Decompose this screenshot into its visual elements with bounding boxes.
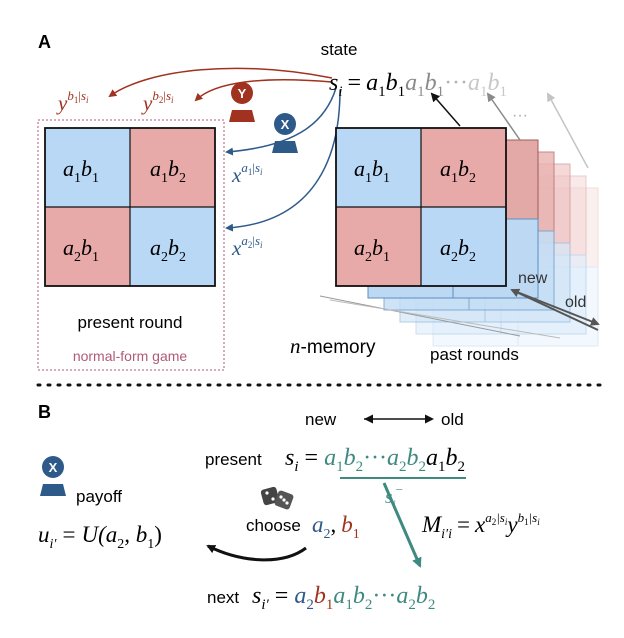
past-cell-a2b2: [421, 207, 506, 286]
present-label: present: [205, 450, 262, 469]
n-memory-caption: n-memory: [290, 334, 376, 358]
cell-label-a2b2: a2b2: [150, 235, 186, 265]
arrow-history-2: [486, 92, 521, 141]
axis-new-label: new: [518, 270, 548, 287]
past-cell-a2b1: [336, 207, 421, 286]
player-x-payoff-icon: X: [40, 456, 66, 496]
present-round-matrix: [44, 127, 216, 287]
past-rounds-stack: [319, 127, 599, 347]
arrow-state-to-y-b2: [194, 79, 333, 102]
axis-old-label: old: [565, 294, 586, 311]
transition-prob-equation: Mi′i = xa2|siyb1|si: [421, 510, 540, 542]
arrow-choose-to-payoff: [206, 544, 307, 562]
next-state-equation: si′ = a2b1a1b2···a2b2: [252, 583, 435, 613]
svg-text:Y: Y: [238, 86, 247, 101]
past-label-a1b2: a1b2: [440, 156, 476, 186]
axis-old-arrow: [511, 289, 600, 326]
present-round-caption: present round: [78, 313, 183, 332]
normal-form-game-frame: [37, 119, 225, 371]
svg-text:X: X: [49, 460, 58, 475]
state-equation: si = a1b1a1b1···a1b1: [329, 70, 507, 100]
panel-a-label: A: [38, 32, 51, 52]
y-label-b1: yb1|si: [56, 88, 89, 115]
arrow-state-to-y-b1: [108, 67, 333, 98]
x-label-a1: xa1|si: [231, 160, 263, 187]
past-label-a2b1: a2b1: [354, 235, 390, 265]
cell-label-a1b2: a1b2: [150, 156, 186, 186]
y-label-b2: yb2|si: [141, 88, 174, 115]
new-label: new: [305, 410, 337, 429]
cell-label-a1b1: a1b1: [63, 156, 99, 186]
past-label-a1b1: a1b1: [354, 156, 390, 186]
matrix-cell-a1b1: [45, 128, 130, 207]
matrix-cell-a2b1: [45, 207, 130, 286]
matrix-cell-a2b2: [130, 207, 215, 286]
arrow-state-to-x-a2: [225, 89, 341, 232]
past-cell-a1b2: [421, 128, 506, 207]
x-label-a2: xa2|si: [231, 233, 263, 260]
next-label: next: [207, 588, 239, 607]
state-label: state: [321, 40, 358, 59]
arrow-history-3: [547, 92, 589, 169]
cell-label-a2b1: a2b1: [63, 235, 99, 265]
svg-text:X: X: [281, 117, 290, 132]
stack-dots: ···: [512, 107, 528, 124]
matrix-cell-a1b2: [130, 128, 215, 207]
old-label: old: [441, 410, 464, 429]
choose-label: choose: [246, 516, 301, 535]
dice-icon: [260, 486, 294, 510]
past-label-a2b2: a2b2: [440, 235, 476, 265]
payoff-label: payoff: [76, 487, 122, 506]
player-y-icon: Y: [229, 82, 255, 122]
chosen-actions: a2, b1: [312, 512, 360, 542]
arrow-history-1: [430, 92, 461, 127]
panel-b-label: B: [38, 402, 51, 422]
arrow-state-to-x-a1: [225, 87, 337, 156]
payoff-equation: ui′ = U(a2, b1): [38, 522, 162, 552]
player-x-icon: X: [272, 113, 298, 153]
transition-arrow: [382, 482, 422, 568]
present-state-equation: si = a1b2···a2b2a1b2: [285, 445, 465, 475]
past-rounds-caption: past rounds: [430, 345, 519, 364]
normal-form-game-caption: normal-form game: [73, 348, 188, 364]
past-cell-a1b1: [336, 128, 421, 207]
